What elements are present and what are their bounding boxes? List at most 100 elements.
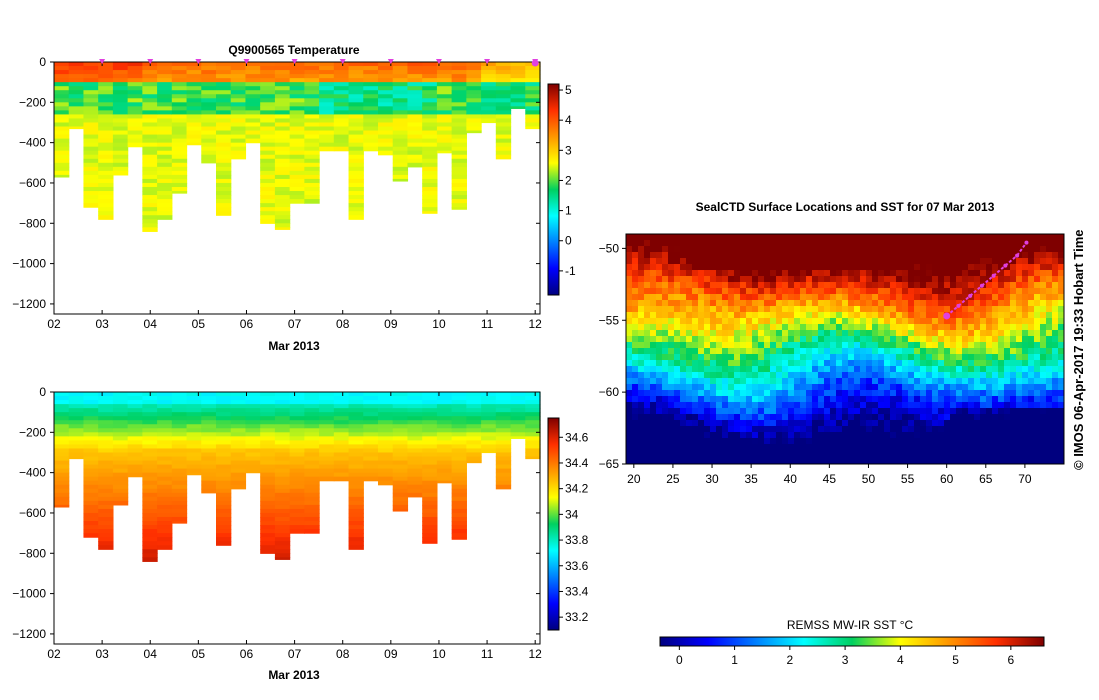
sst-cell: [680, 288, 687, 295]
sst-cell: [890, 342, 897, 349]
heat-cell: [407, 138, 423, 144]
heat-cell: [83, 480, 99, 486]
heat-cell: [378, 122, 394, 128]
heat-cell: [495, 464, 512, 470]
sst-cell: [992, 420, 999, 427]
sst-cell: [986, 288, 993, 295]
heat-cell: [171, 78, 188, 83]
sst-cell: [860, 402, 867, 409]
heat-cell: [289, 428, 305, 433]
sst-cell: [722, 312, 729, 319]
heat-cell: [54, 146, 70, 152]
sst-cell: [872, 438, 879, 445]
sst-cell: [842, 264, 849, 271]
sst-cell: [686, 282, 693, 289]
sst-cell: [860, 270, 867, 277]
sst-cell: [680, 366, 687, 373]
heat-cell: [392, 500, 409, 506]
sst-cell: [632, 354, 639, 361]
heat-cell: [83, 516, 99, 522]
sst-cell: [896, 450, 903, 457]
sst-cell: [1058, 318, 1065, 325]
sst-cell: [632, 282, 639, 289]
sst-cell: [872, 264, 879, 271]
sst-cell: [662, 408, 669, 415]
sst-cell: [1004, 324, 1011, 331]
sst-cell: [896, 342, 903, 349]
heat-cell: [495, 484, 512, 490]
heat-cell: [495, 74, 512, 79]
heat-cell: [186, 444, 202, 450]
heat-cell: [407, 134, 423, 140]
sst-cell: [668, 330, 675, 337]
heat-cell: [112, 408, 129, 413]
heat-cell: [495, 110, 512, 116]
heat-cell: [304, 420, 320, 425]
heat-cell: [407, 392, 423, 397]
sst-cell: [992, 450, 999, 457]
sst-cell: [638, 312, 645, 319]
heat-cell: [436, 392, 453, 397]
heat-cell: [319, 476, 335, 482]
sst-cell: [908, 414, 915, 421]
sst-cell: [1034, 414, 1041, 421]
heat-cell: [525, 70, 541, 75]
sst-cell: [1034, 462, 1041, 465]
sst-cell: [914, 408, 921, 415]
sst-cell: [1040, 336, 1047, 343]
sst-cell: [752, 348, 759, 355]
sst-cell: [1034, 426, 1041, 433]
sst-cell: [806, 456, 813, 463]
heat-cell: [274, 464, 291, 470]
heat-cell: [348, 408, 364, 413]
heat-cell: [495, 476, 512, 482]
sst-cell: [686, 372, 693, 379]
sst-cell: [728, 348, 735, 355]
heat-cell: [127, 424, 143, 429]
heat-cell: [319, 452, 335, 458]
sst-cell: [974, 294, 981, 301]
y-tick-label: 0: [39, 385, 46, 399]
sst-cell: [998, 330, 1005, 337]
heat-cell: [495, 106, 512, 111]
sst-cell: [920, 252, 927, 259]
sst-cell: [698, 450, 705, 457]
heat-cell: [304, 102, 320, 107]
sst-cell: [932, 384, 939, 391]
sst-cell: [866, 348, 873, 355]
sst-cell: [950, 276, 957, 283]
heat-cell: [68, 440, 85, 446]
heat-cell: [157, 541, 173, 546]
heat-cell: [348, 537, 364, 542]
heat-cell: [98, 444, 114, 450]
sst-cell: [1040, 324, 1047, 331]
sst-cell: [992, 342, 999, 349]
sst-cell: [746, 294, 753, 301]
sst-cell: [1034, 432, 1041, 439]
sst-cell: [1040, 234, 1047, 241]
sst-cell: [896, 366, 903, 373]
sst-cell: [974, 414, 981, 421]
heat-cell: [289, 464, 305, 470]
sst-cell: [764, 402, 771, 409]
sst-cell: [788, 324, 795, 331]
heat-cell: [348, 150, 364, 156]
sst-cell: [974, 402, 981, 409]
sst-cell: [770, 366, 777, 373]
sst-cell: [956, 384, 963, 391]
sst-cell: [824, 252, 831, 259]
heat-cell: [451, 195, 467, 200]
sst-cell: [734, 324, 741, 331]
heat-cell: [304, 500, 320, 506]
heat-cell: [495, 456, 512, 462]
sst-cell: [1022, 354, 1029, 361]
heat-cell: [98, 154, 114, 160]
sst-cell: [902, 402, 909, 409]
sst-cell: [680, 246, 687, 253]
heat-cell: [319, 130, 335, 136]
heat-cell: [274, 126, 291, 132]
heat-cell: [245, 126, 261, 132]
heat-cell: [333, 420, 350, 425]
heat-cell: [216, 416, 232, 421]
sst-cell: [758, 258, 765, 265]
